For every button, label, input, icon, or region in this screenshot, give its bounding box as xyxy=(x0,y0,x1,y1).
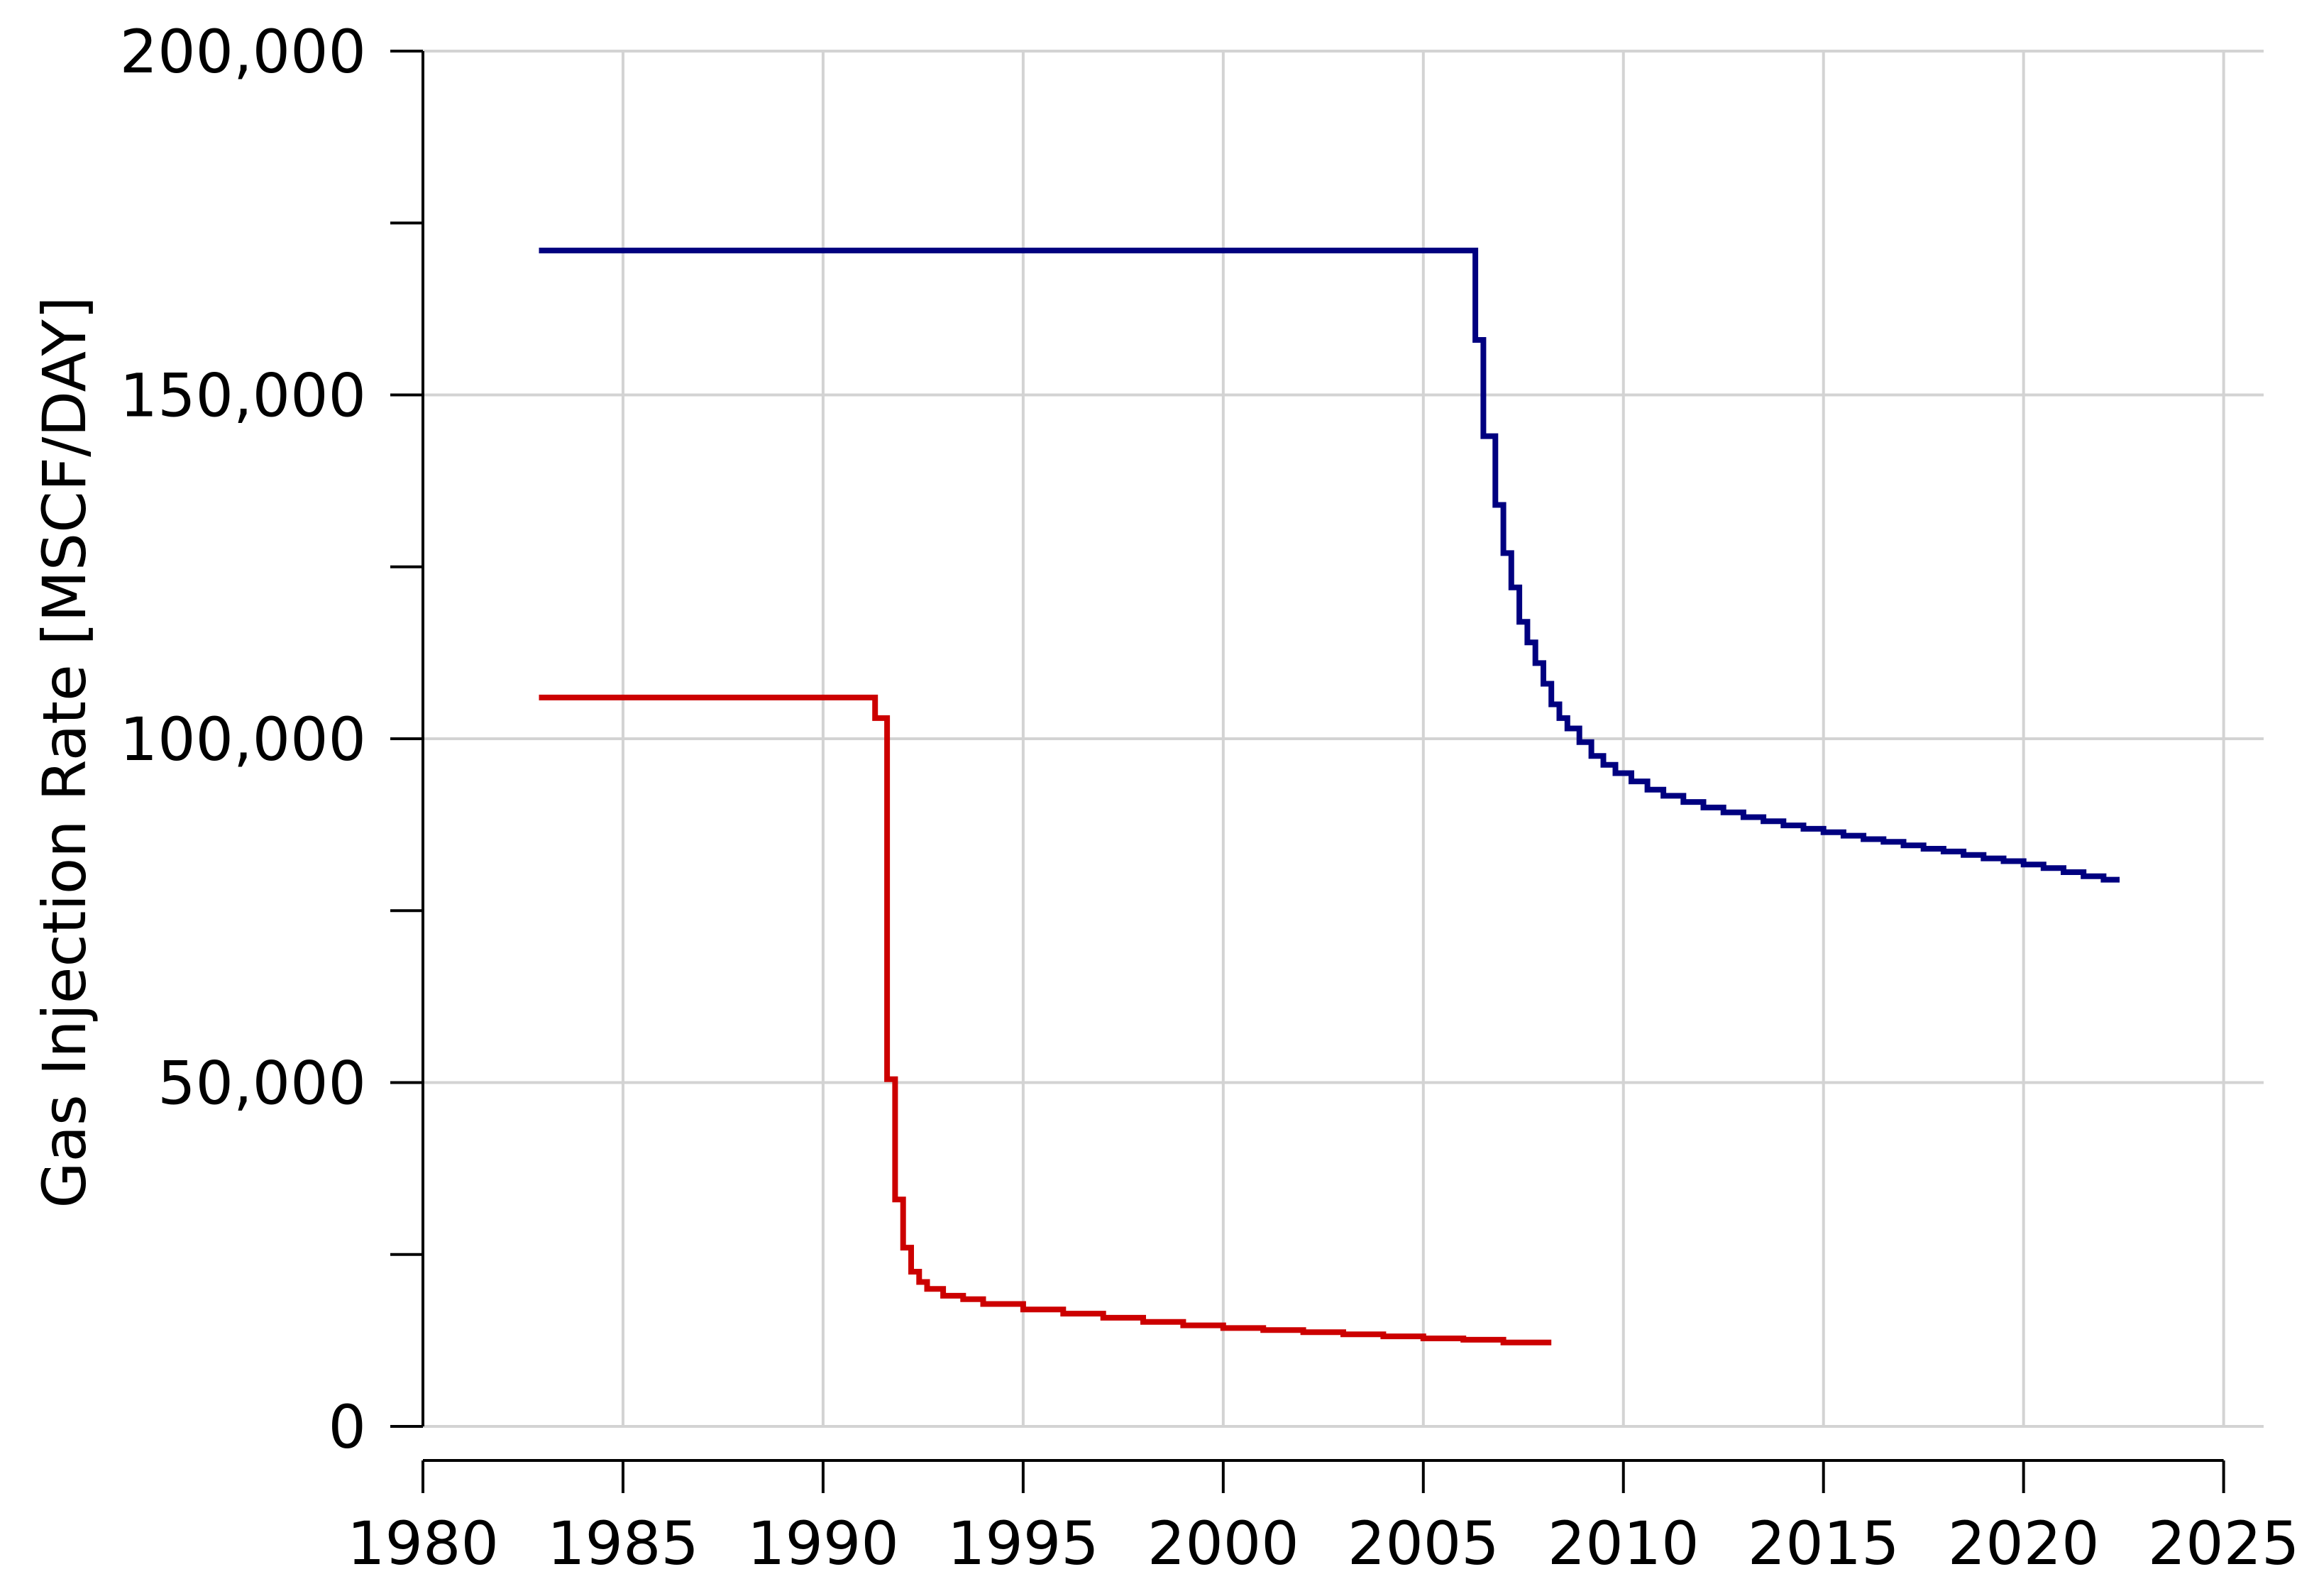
y-axis-label: Gas Injection Rate [MSCF/DAY] xyxy=(30,296,99,1208)
y-tick-label: 0 xyxy=(329,1392,366,1462)
x-tick-label: 2000 xyxy=(1147,1509,1299,1578)
axes-layer xyxy=(390,50,2225,1493)
y-tick-label: 150,000 xyxy=(120,361,366,431)
tick-label-layer: 0 50,000 100,000 150,000 200,000 1980 1985 1990… xyxy=(120,17,2297,1578)
series-line-2 xyxy=(539,694,1552,1345)
y-tick-label: 100,000 xyxy=(120,705,366,774)
x-tick-label: 2015 xyxy=(1748,1509,1900,1578)
x-tick-label: 2025 xyxy=(2148,1509,2297,1578)
x-tick-label: 1980 xyxy=(347,1509,499,1578)
series-line-1 xyxy=(539,248,2120,883)
x-tick-label: 1990 xyxy=(747,1509,899,1578)
x-tick-label: 2010 xyxy=(1548,1509,1700,1578)
x-tick-label: 1995 xyxy=(947,1509,1099,1578)
grid-layer xyxy=(422,50,2264,1428)
x-tick-label: 2020 xyxy=(1948,1509,2100,1578)
x-tick-label: 2005 xyxy=(1348,1509,1499,1578)
x-tick-label: 1985 xyxy=(547,1509,699,1578)
series-layer xyxy=(539,248,2120,1345)
y-tick-label: 50,000 xyxy=(158,1049,366,1118)
y-tick-label: 200,000 xyxy=(120,17,366,87)
